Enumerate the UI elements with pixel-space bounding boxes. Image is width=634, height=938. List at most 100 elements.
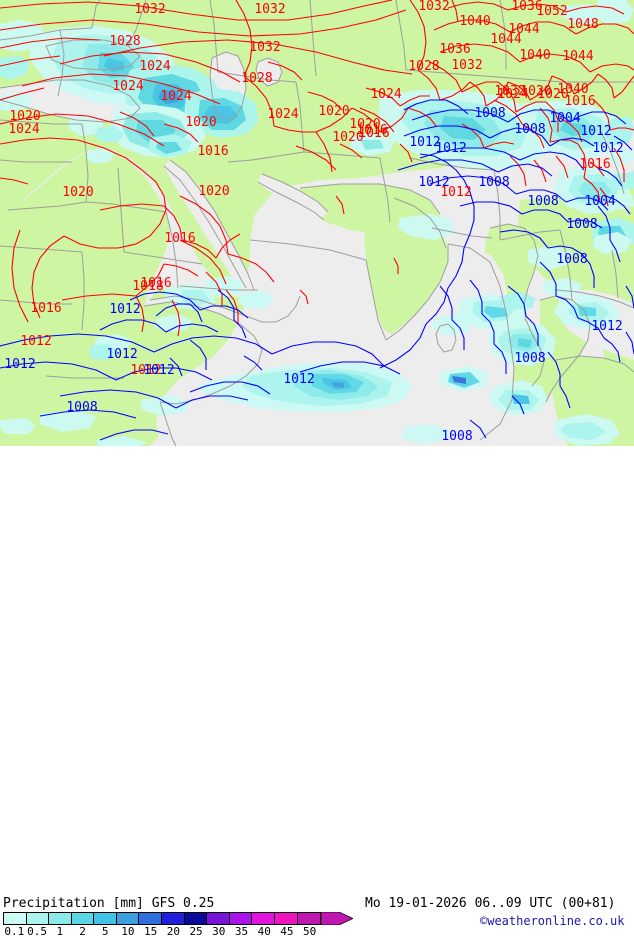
isobar-label: 1024 (497, 87, 528, 102)
isobar-label: 1040 (459, 14, 490, 29)
isobar-label: 1020 (332, 130, 363, 145)
isobar-label: 1012 (143, 363, 174, 378)
isobar-label: 1032 (451, 58, 482, 73)
isobar-label: 1012 (283, 372, 314, 387)
isobar-label: 1020 (537, 87, 568, 102)
isobar-label: 1032 (418, 0, 449, 14)
isobar-label: 1024 (139, 59, 170, 74)
borders-layer (0, 0, 634, 446)
isobar-label: 1020 (198, 184, 229, 199)
legend-tick: 15 (144, 925, 158, 938)
model-run-timestamp: Mo 19-01-2026 06..09 UTC (00+81) (365, 896, 616, 911)
legend-swatch (229, 913, 253, 924)
isobar-label: 1018 (132, 279, 163, 294)
legend-tick: 0.1 (4, 925, 25, 938)
isobar-label: 1012 (20, 334, 51, 349)
legend-tick: 50 (303, 925, 317, 938)
isobar-label: 1012 (418, 175, 449, 190)
isobar-label: 1020 (62, 185, 93, 200)
legend-tick: 2 (79, 925, 86, 938)
isobar-label: 1004 (584, 194, 615, 209)
isobar-label: 1016 (30, 301, 61, 316)
product-title: Precipitation [mm] GFS 0.25 (3, 896, 215, 911)
isobar-label: 1044 (490, 32, 521, 47)
isobar-label: 1016 (197, 144, 228, 159)
isobar-label: 1012 (592, 141, 623, 156)
precipitation-map[interactable]: 1032 1032 1032 1036 1052 1040 1048 1028 1044 1044… (0, 0, 634, 446)
isobar-label: 1020 (349, 117, 380, 132)
legend-tick: 45 (280, 925, 294, 938)
legend-swatch (26, 913, 50, 924)
isobar-label: 1040 (519, 48, 550, 63)
isobar-label: 1028 (241, 71, 272, 86)
isobar-label: 1036 (511, 0, 542, 14)
legend-swatch (49, 913, 72, 924)
legend-swatch (162, 913, 185, 924)
isobar-label: 1016 (356, 123, 387, 138)
isobar-label: 1024 (8, 122, 39, 137)
isobar-label: 1032 (254, 2, 285, 17)
legend-swatch (94, 913, 117, 924)
isobar-label: 1008 (441, 429, 472, 444)
legend-swatch (139, 913, 163, 924)
isobars-high-layer (0, 0, 634, 337)
isobar-label: 1036 (439, 42, 470, 57)
isobar-label: 1020 (185, 115, 216, 130)
legend-swatch (184, 913, 208, 924)
isobar-label: 1020 (9, 109, 40, 124)
legend-swatch (207, 913, 230, 924)
legend-tick: 5 (101, 925, 109, 938)
isobar-label: 1008 (66, 400, 97, 415)
isobar-label: 1012 (106, 347, 137, 362)
legend-tick: 30 (212, 925, 226, 938)
isobar-label: 1016 (579, 157, 610, 172)
copyright-notice: ©weatheronline.co.uk (480, 914, 625, 928)
legend-swatch (252, 913, 275, 924)
isobar-label: 1024 (160, 89, 191, 104)
isobar-label: 1012 (435, 141, 466, 156)
legend-swatch (116, 913, 140, 924)
isobar-label: 1012 (109, 302, 140, 317)
legend-swatch (274, 913, 298, 924)
isobar-label: 1040 (557, 82, 588, 97)
isobar-label: 1012 (580, 124, 611, 139)
precipitation-legend[interactable]: 0.1 0.5 1 2 5 10 15 20 25 30 35 40 45 50 (3, 912, 353, 938)
isobar-label: 1012 (4, 357, 35, 372)
isobar-label: 1016 (164, 231, 195, 246)
legend-tick: 40 (257, 925, 271, 938)
isobar-label: 1032 (134, 2, 165, 17)
isobar-label: 1024 (370, 87, 401, 102)
legend-tick: 20 (166, 925, 180, 938)
legend-tick: 35 (234, 925, 249, 938)
isobar-label: 1028 (109, 34, 140, 49)
legend-color-bar (3, 912, 321, 925)
legend-tick: 0.5 (27, 925, 47, 938)
isobar-label: 1020 (520, 84, 551, 99)
isobar-label: 1052 (536, 4, 567, 19)
isobar-label: 1008 (514, 122, 545, 137)
isobar-label: 1008 (478, 175, 509, 190)
isobar-label: 1044 (562, 49, 593, 64)
legend-overflow-arrow (321, 912, 353, 925)
isobar-label: 1016 (358, 126, 389, 141)
isobar-label: 1024 (267, 107, 298, 122)
precipitation-layer (0, 0, 634, 446)
legend-swatch (71, 913, 95, 924)
isobar-label: 1016 (564, 94, 595, 109)
legend-tick: 25 (189, 925, 203, 938)
isobar-label: 1016 (140, 276, 171, 291)
isobar-label: 1008 (514, 351, 545, 366)
isobar-label: 1044 (508, 22, 539, 37)
isobar-label: 1008 (474, 106, 505, 121)
isobar-label: 1028 (408, 59, 439, 74)
isobars-low-layer (0, 99, 634, 441)
legend-swatch (4, 913, 27, 924)
isobar-label: 1004 (549, 111, 580, 126)
legend-tick: 1 (56, 925, 64, 938)
legend-swatch (297, 913, 321, 924)
isobar-label: 1020 (318, 104, 349, 119)
